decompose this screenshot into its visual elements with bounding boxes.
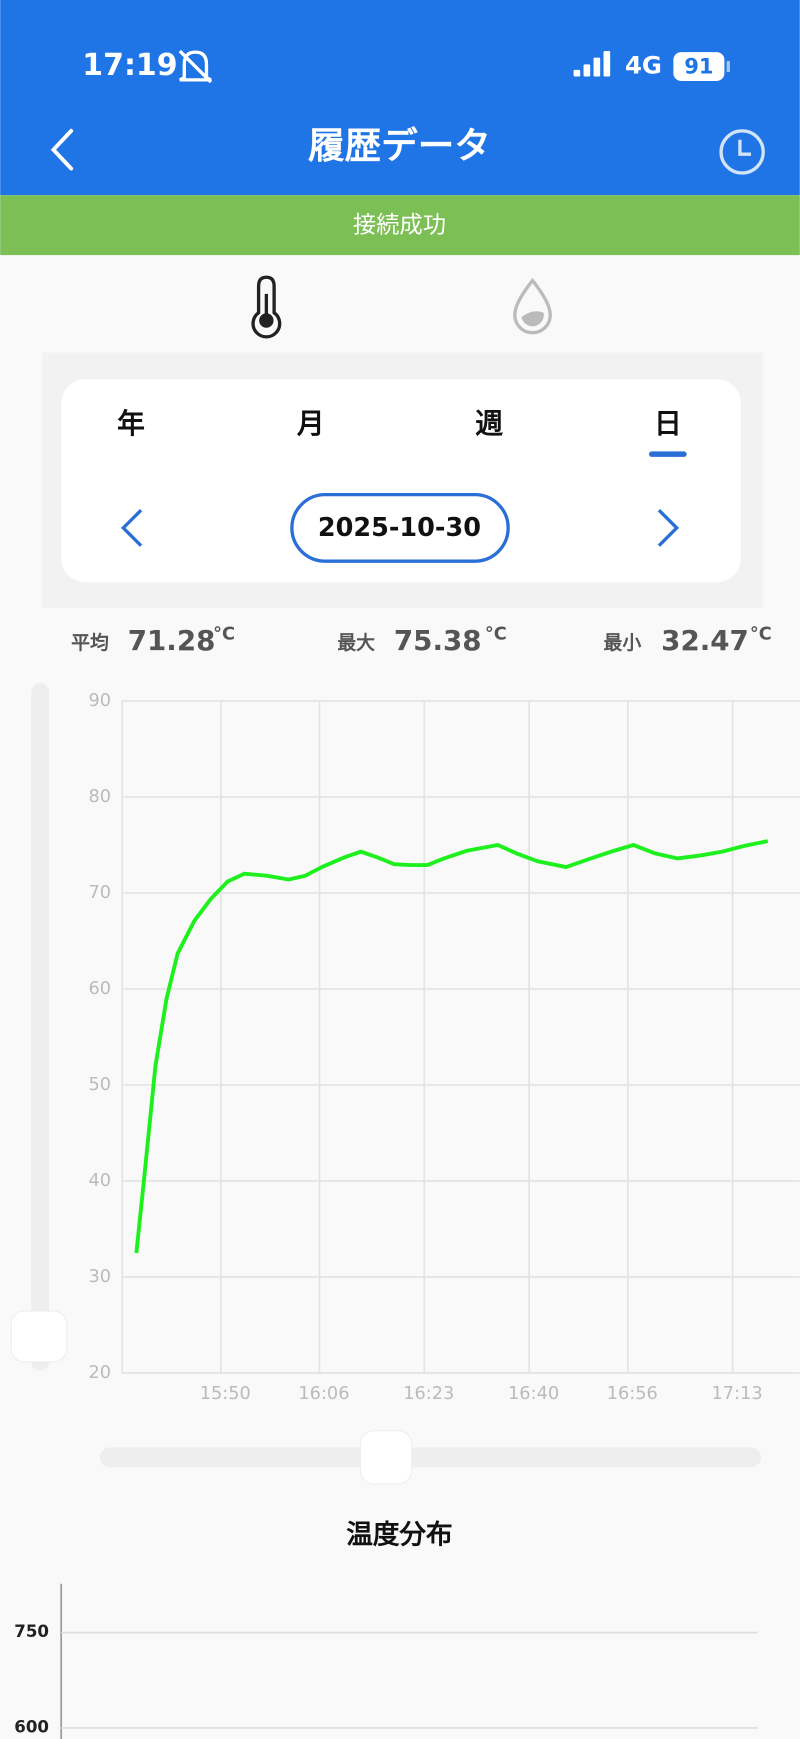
connection-status: 接続成功: [353, 212, 446, 239]
y-tick-label: 80: [89, 787, 112, 807]
stat-label: 最小: [604, 632, 642, 654]
x-tick-label: 16:23: [403, 1384, 454, 1404]
vertical-slider-thumb[interactable]: [10, 1310, 68, 1363]
y-tick-label: 90: [89, 691, 112, 711]
x-tick-label: 16:56: [607, 1384, 658, 1404]
x-tick-label: 16:40: [508, 1384, 559, 1404]
selected-date: 2025-10-30: [318, 513, 481, 543]
period-tab[interactable]: 週: [475, 407, 503, 440]
y-tick-label: 60: [89, 979, 112, 999]
selected-tab-indicator: [648, 451, 687, 457]
y-tick-label: 20: [89, 1363, 112, 1383]
battery-tip: [726, 60, 730, 73]
vertical-slider-track: [31, 683, 49, 1371]
period-tab[interactable]: 日: [654, 407, 682, 440]
x-tick-label: 17:13: [712, 1384, 763, 1404]
silent-icon: [178, 49, 213, 84]
period-tab[interactable]: 月: [296, 407, 325, 440]
app-header: [0, 0, 800, 196]
y-tick-label: 50: [89, 1075, 112, 1095]
stat-unit: °C: [750, 624, 772, 644]
temperature-tab[interactable]: [251, 275, 282, 339]
date-picker[interactable]: [290, 492, 510, 563]
status-time: 17:19: [82, 48, 177, 83]
next-date-button[interactable]: [657, 508, 680, 547]
x-tick-label: 16:06: [298, 1384, 349, 1404]
stat-label: 平均: [71, 631, 109, 654]
connection-banner: [0, 195, 800, 256]
network-type: 4G: [625, 51, 662, 80]
y-tick-label: 40: [89, 1171, 112, 1191]
period-card: [61, 379, 742, 583]
prev-date-button[interactable]: [120, 508, 143, 547]
battery-icon: [673, 52, 725, 81]
horizontal-slider-thumb[interactable]: [360, 1430, 413, 1485]
period-tab[interactable]: 年: [117, 407, 145, 440]
data-line: [134, 839, 769, 1254]
y-tick-label: 70: [89, 883, 112, 903]
humidity-tab[interactable]: [513, 277, 552, 335]
stat-value: 32.47: [661, 624, 749, 657]
battery-level: 91: [684, 54, 713, 79]
signal-icon: [573, 51, 611, 77]
stat-value: 71.28: [128, 624, 216, 657]
x-tick-label: 15:50: [200, 1384, 251, 1404]
stat-label: 最大: [337, 631, 375, 654]
page-title: 履歴データ: [308, 124, 491, 167]
y-tick-label: 600: [14, 1717, 49, 1736]
y-tick-label: 750: [14, 1622, 49, 1641]
back-button[interactable]: [50, 128, 74, 171]
y-tick-label: 30: [89, 1267, 112, 1287]
chart-title: 温度分布: [346, 1520, 452, 1551]
horizontal-slider-track: [100, 1447, 761, 1468]
stat-unit: °C: [213, 624, 235, 644]
stat-unit: °C: [485, 624, 507, 644]
history-button[interactable]: [719, 129, 765, 175]
stat-value: 75.38: [394, 624, 482, 657]
